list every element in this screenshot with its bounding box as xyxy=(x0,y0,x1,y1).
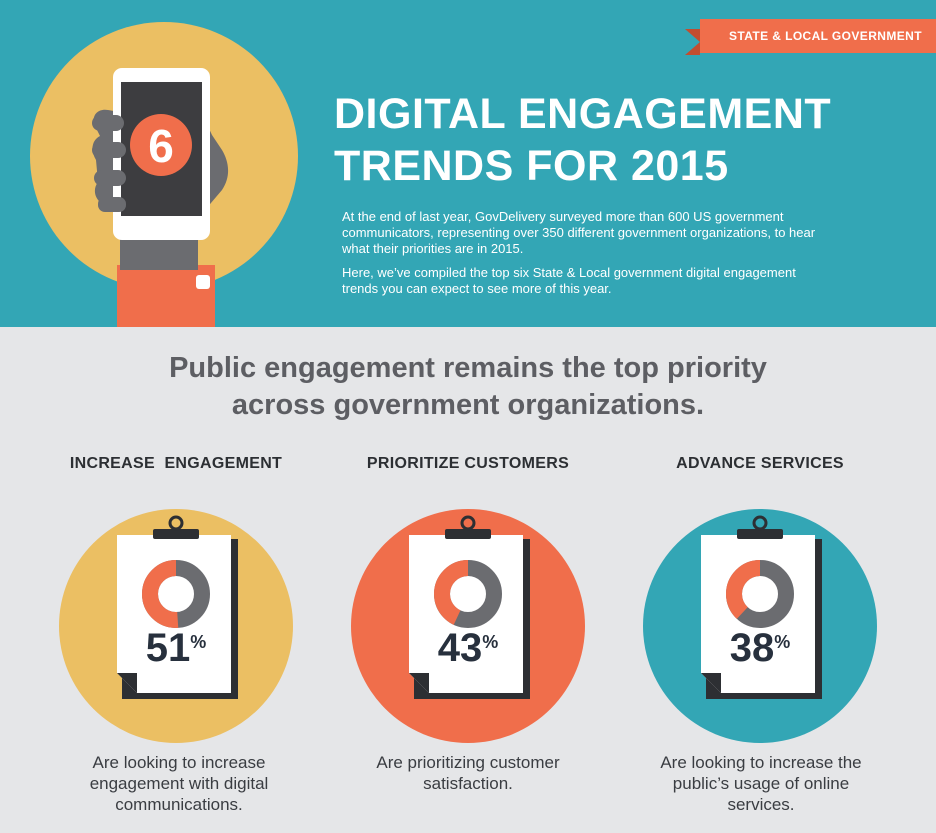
clipboard-ring xyxy=(460,515,476,531)
stat-description: Are looking to increase the public’s usa… xyxy=(660,753,862,814)
clipboard-clip xyxy=(153,529,199,539)
percent-sign: % xyxy=(774,632,791,652)
category-ribbon: STATE & LOCAL GOVERNMENT xyxy=(700,19,936,53)
hero-banner: 6 STATE & LOCAL GOVERNMENT DIGITAL ENGAG… xyxy=(0,0,936,327)
paper-fold xyxy=(409,673,429,693)
stat-title: PRIORITIZE CUSTOMERS xyxy=(366,455,570,472)
phone-number: 6 xyxy=(148,120,174,172)
stat-percentage: 51% xyxy=(59,626,293,671)
stat-badge: 38% xyxy=(643,509,877,743)
percent-sign: % xyxy=(482,632,499,652)
finger-2 xyxy=(92,142,126,158)
stat-title: INCREASE ENGAGEMENT xyxy=(69,455,283,472)
stat-value: 51 xyxy=(145,626,191,670)
title-line-1: DIGITAL ENGAGEMENT xyxy=(334,90,832,138)
ribbon-tail xyxy=(685,29,700,55)
intro-paragraph-1: At the end of last year, GovDelivery sur… xyxy=(342,209,816,256)
number-circle xyxy=(130,114,192,176)
percent-sign: % xyxy=(190,632,207,652)
paper-fold xyxy=(117,673,137,693)
headline-line-2: across government organizations. xyxy=(231,389,705,421)
stat-description: Are prioritizing customer satisfaction. xyxy=(376,753,560,793)
stat-badge: 51% xyxy=(59,509,293,743)
title-line-2: TRENDS FOR 2015 xyxy=(334,142,729,190)
hand-phone-illustration: 6 xyxy=(92,68,229,327)
clipboard-ring xyxy=(168,515,184,531)
clipboard-clip xyxy=(737,529,783,539)
stat-badge: 43% xyxy=(351,509,585,743)
donut-share xyxy=(142,560,210,628)
clipboard-icon xyxy=(701,515,822,699)
sleeve xyxy=(117,265,215,327)
stat-percentage: 38% xyxy=(643,626,877,671)
clipboard-clip xyxy=(445,529,491,539)
cufflink-icon xyxy=(196,275,210,289)
stat-title: ADVANCE SERVICES xyxy=(676,455,844,472)
stat-percentage: 43% xyxy=(351,626,585,671)
clipboard-ring xyxy=(752,515,768,531)
finger-4 xyxy=(98,197,126,212)
intro-paragraph-2: Here, we’ve compiled the top six State &… xyxy=(342,265,796,296)
stat-column: ADVANCE SERVICES 38% Are looking to increa… xyxy=(610,455,910,814)
stat-description: Are looking to increase engagement with … xyxy=(89,753,269,814)
paper-fold xyxy=(701,673,721,693)
finger-1 xyxy=(92,115,124,131)
clipboard-icon xyxy=(117,515,238,699)
donut-share xyxy=(434,560,502,628)
section-headline: Public engagement remains the top priori… xyxy=(0,350,936,424)
headline-line-1: Public engagement remains the top priori… xyxy=(169,352,767,384)
donut-share xyxy=(726,560,794,628)
stat-value: 38 xyxy=(729,626,775,670)
page-title: DIGITAL ENGAGEMENT TRENDS FOR 2015 xyxy=(334,88,831,192)
stat-value: 43 xyxy=(437,626,483,670)
stat-column: PRIORITIZE CUSTOMERS 43% Are prioritizing … xyxy=(318,455,618,793)
clipboard-icon xyxy=(409,515,530,699)
stat-column: INCREASE ENGAGEMENT 51% Are looking to inc… xyxy=(26,455,326,814)
finger-3 xyxy=(94,170,126,186)
